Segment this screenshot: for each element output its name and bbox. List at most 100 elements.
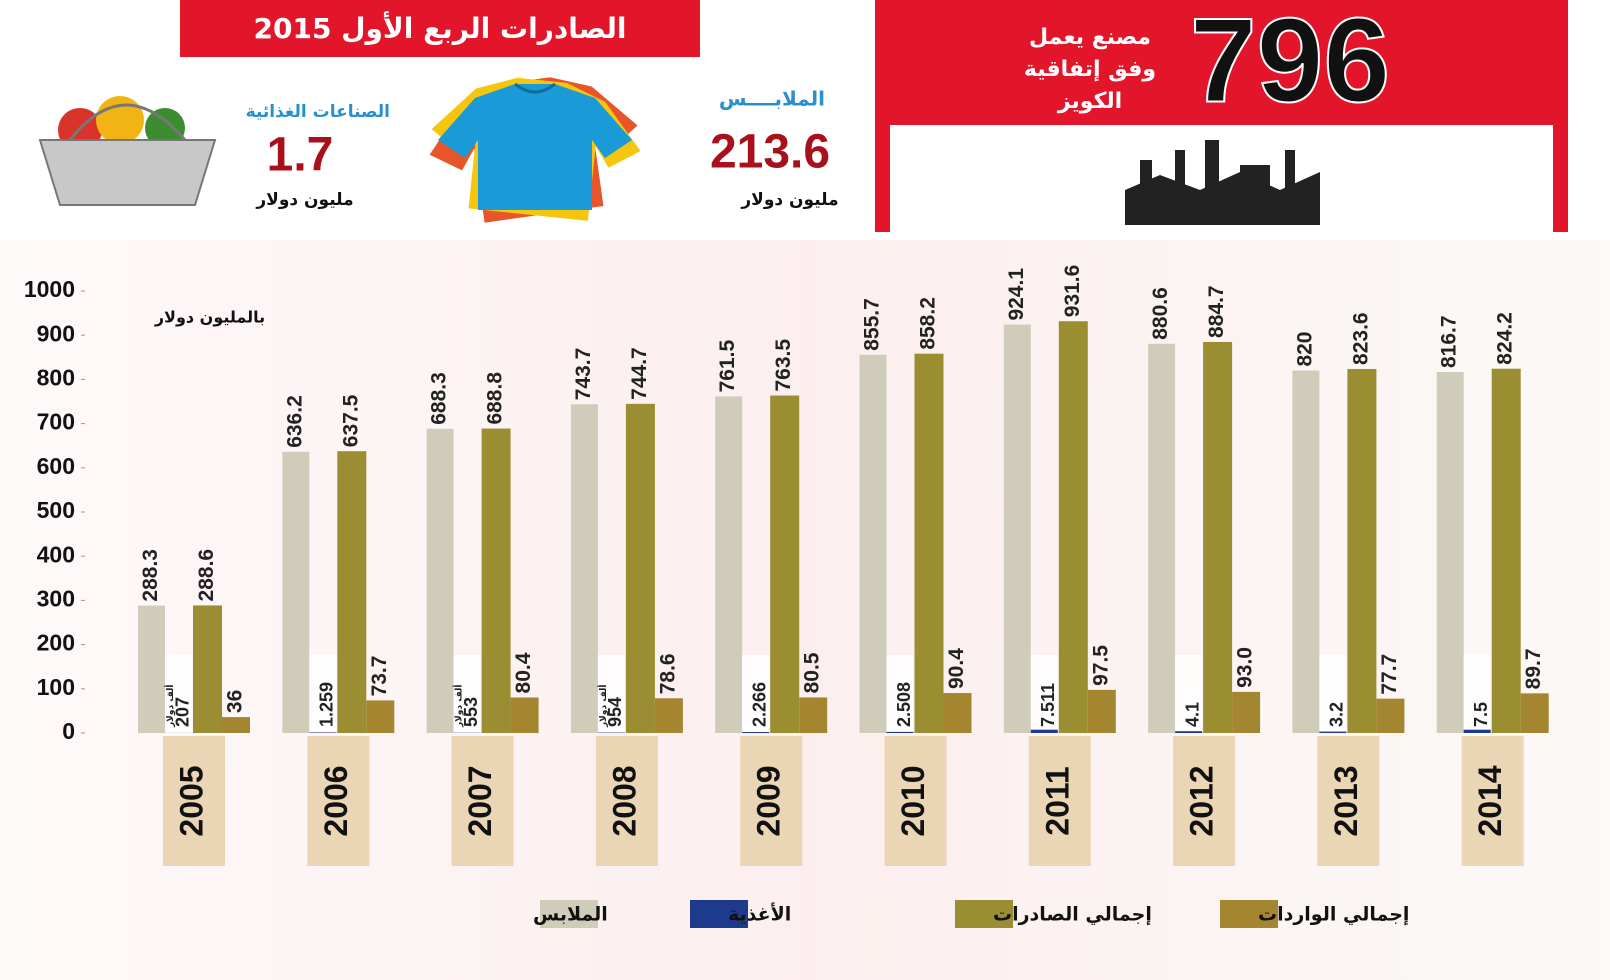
value-label: 1.259 <box>317 682 337 727</box>
legend-swatch <box>690 900 748 928</box>
value-label: 823.6 <box>1349 312 1372 365</box>
value-label: 688.3 <box>428 372 451 425</box>
x-tick-label: 2012 <box>1184 765 1220 836</box>
bar <box>1175 731 1203 733</box>
value-label: 763.5 <box>772 339 795 392</box>
bar <box>625 403 655 733</box>
food-strip <box>309 655 337 733</box>
bar <box>1376 698 1405 733</box>
bar <box>715 396 743 733</box>
legend-label: الأغذية <box>728 903 791 926</box>
value-label: 93.0 <box>1234 647 1257 688</box>
basket-icon <box>38 96 217 206</box>
food-strip <box>1030 655 1058 733</box>
value-label: 78.6 <box>656 653 679 694</box>
year-box <box>884 736 947 866</box>
value-label: 4.1 <box>1182 702 1202 727</box>
bar <box>859 354 887 733</box>
bar <box>914 353 944 733</box>
bar <box>770 395 800 733</box>
food-unit: مليون دولار <box>255 190 353 210</box>
legend-label: إجمالي الواردات <box>1258 904 1409 926</box>
value-label: 931.6 <box>1061 265 1084 318</box>
bar <box>799 697 828 733</box>
value-label: 3.2 <box>1327 702 1347 727</box>
food-strip <box>1175 655 1203 733</box>
food-value: 1.7 <box>267 129 334 182</box>
clothes-value: 213.6 <box>710 126 830 179</box>
x-tick-label: 2008 <box>606 765 642 836</box>
value-label: 36 <box>224 690 247 713</box>
value-label: 97.5 <box>1089 645 1112 686</box>
year-box <box>163 736 225 866</box>
value-label: 688.8 <box>484 372 507 425</box>
clothes-label: الملابــــس <box>719 87 825 111</box>
bar <box>1347 368 1377 733</box>
factory-icon <box>1125 140 1320 225</box>
value-label: ألف دولار <box>164 685 176 728</box>
bar <box>426 428 454 733</box>
y-tick-label: 300 <box>37 585 75 611</box>
bar <box>337 451 367 733</box>
factories-text: مصنع يعمل <box>1029 25 1151 50</box>
year-box <box>740 736 803 866</box>
factories-text: الكويز <box>1057 89 1122 114</box>
value-label: 553 <box>461 697 481 727</box>
x-tick-label: 2007 <box>462 765 498 836</box>
value-label: 884.7 <box>1205 285 1228 338</box>
value-label: 880.6 <box>1149 287 1172 340</box>
value-label: 89.7 <box>1522 648 1545 689</box>
bar <box>1003 324 1031 733</box>
x-tick-label: 2014 <box>1472 765 1508 836</box>
legend-swatch <box>955 900 1013 928</box>
x-tick-label: 2013 <box>1328 765 1364 836</box>
bar <box>1292 370 1320 733</box>
y-tick-label: 500 <box>37 497 75 523</box>
x-tick-label: 2006 <box>318 765 354 836</box>
value-label: 816.7 <box>1438 315 1461 368</box>
year-box <box>307 736 370 866</box>
y-tick-label: 100 <box>37 674 75 700</box>
value-label: 744.7 <box>628 347 651 400</box>
bar <box>1319 731 1347 733</box>
bar <box>570 404 598 733</box>
bar <box>1203 341 1233 733</box>
value-label: 80.5 <box>801 652 824 693</box>
x-tick-label: 2005 <box>173 765 209 836</box>
bar <box>1232 691 1261 733</box>
value-label: 73.7 <box>368 656 391 697</box>
bar <box>193 605 222 733</box>
x-tick-label: 2011 <box>1039 766 1075 835</box>
bar <box>366 700 395 733</box>
value-label: 855.7 <box>861 298 884 351</box>
bar <box>309 732 337 733</box>
value-label: 824.2 <box>1494 312 1517 365</box>
value-label: 2.266 <box>749 682 769 727</box>
value-label: 637.5 <box>339 394 362 447</box>
bar <box>222 717 250 733</box>
year-box <box>451 736 514 866</box>
value-label: 90.4 <box>945 648 968 689</box>
y-tick-label: 200 <box>37 630 75 656</box>
bar <box>138 605 165 733</box>
value-label: 636.2 <box>283 395 306 448</box>
food-strip <box>1319 655 1347 733</box>
value-label: 7.511 <box>1038 683 1058 727</box>
bar <box>1520 693 1549 733</box>
year-box <box>595 736 658 866</box>
tshirt-icon <box>429 77 641 223</box>
food-strip <box>1463 655 1491 733</box>
food-strip <box>453 655 481 733</box>
x-tick-label: 2010 <box>895 765 931 836</box>
food-label: الصناعات الغذائية <box>246 102 390 122</box>
bar <box>1463 729 1491 733</box>
bar <box>886 731 914 733</box>
food-strip <box>597 655 625 733</box>
y-tick-label: 700 <box>37 409 75 435</box>
clothes-unit: مليون دولار <box>740 190 838 210</box>
value-label: ألف دولار <box>453 685 465 728</box>
factories-band <box>890 0 1553 125</box>
value-label: 207 <box>172 697 192 727</box>
bar <box>654 698 683 733</box>
